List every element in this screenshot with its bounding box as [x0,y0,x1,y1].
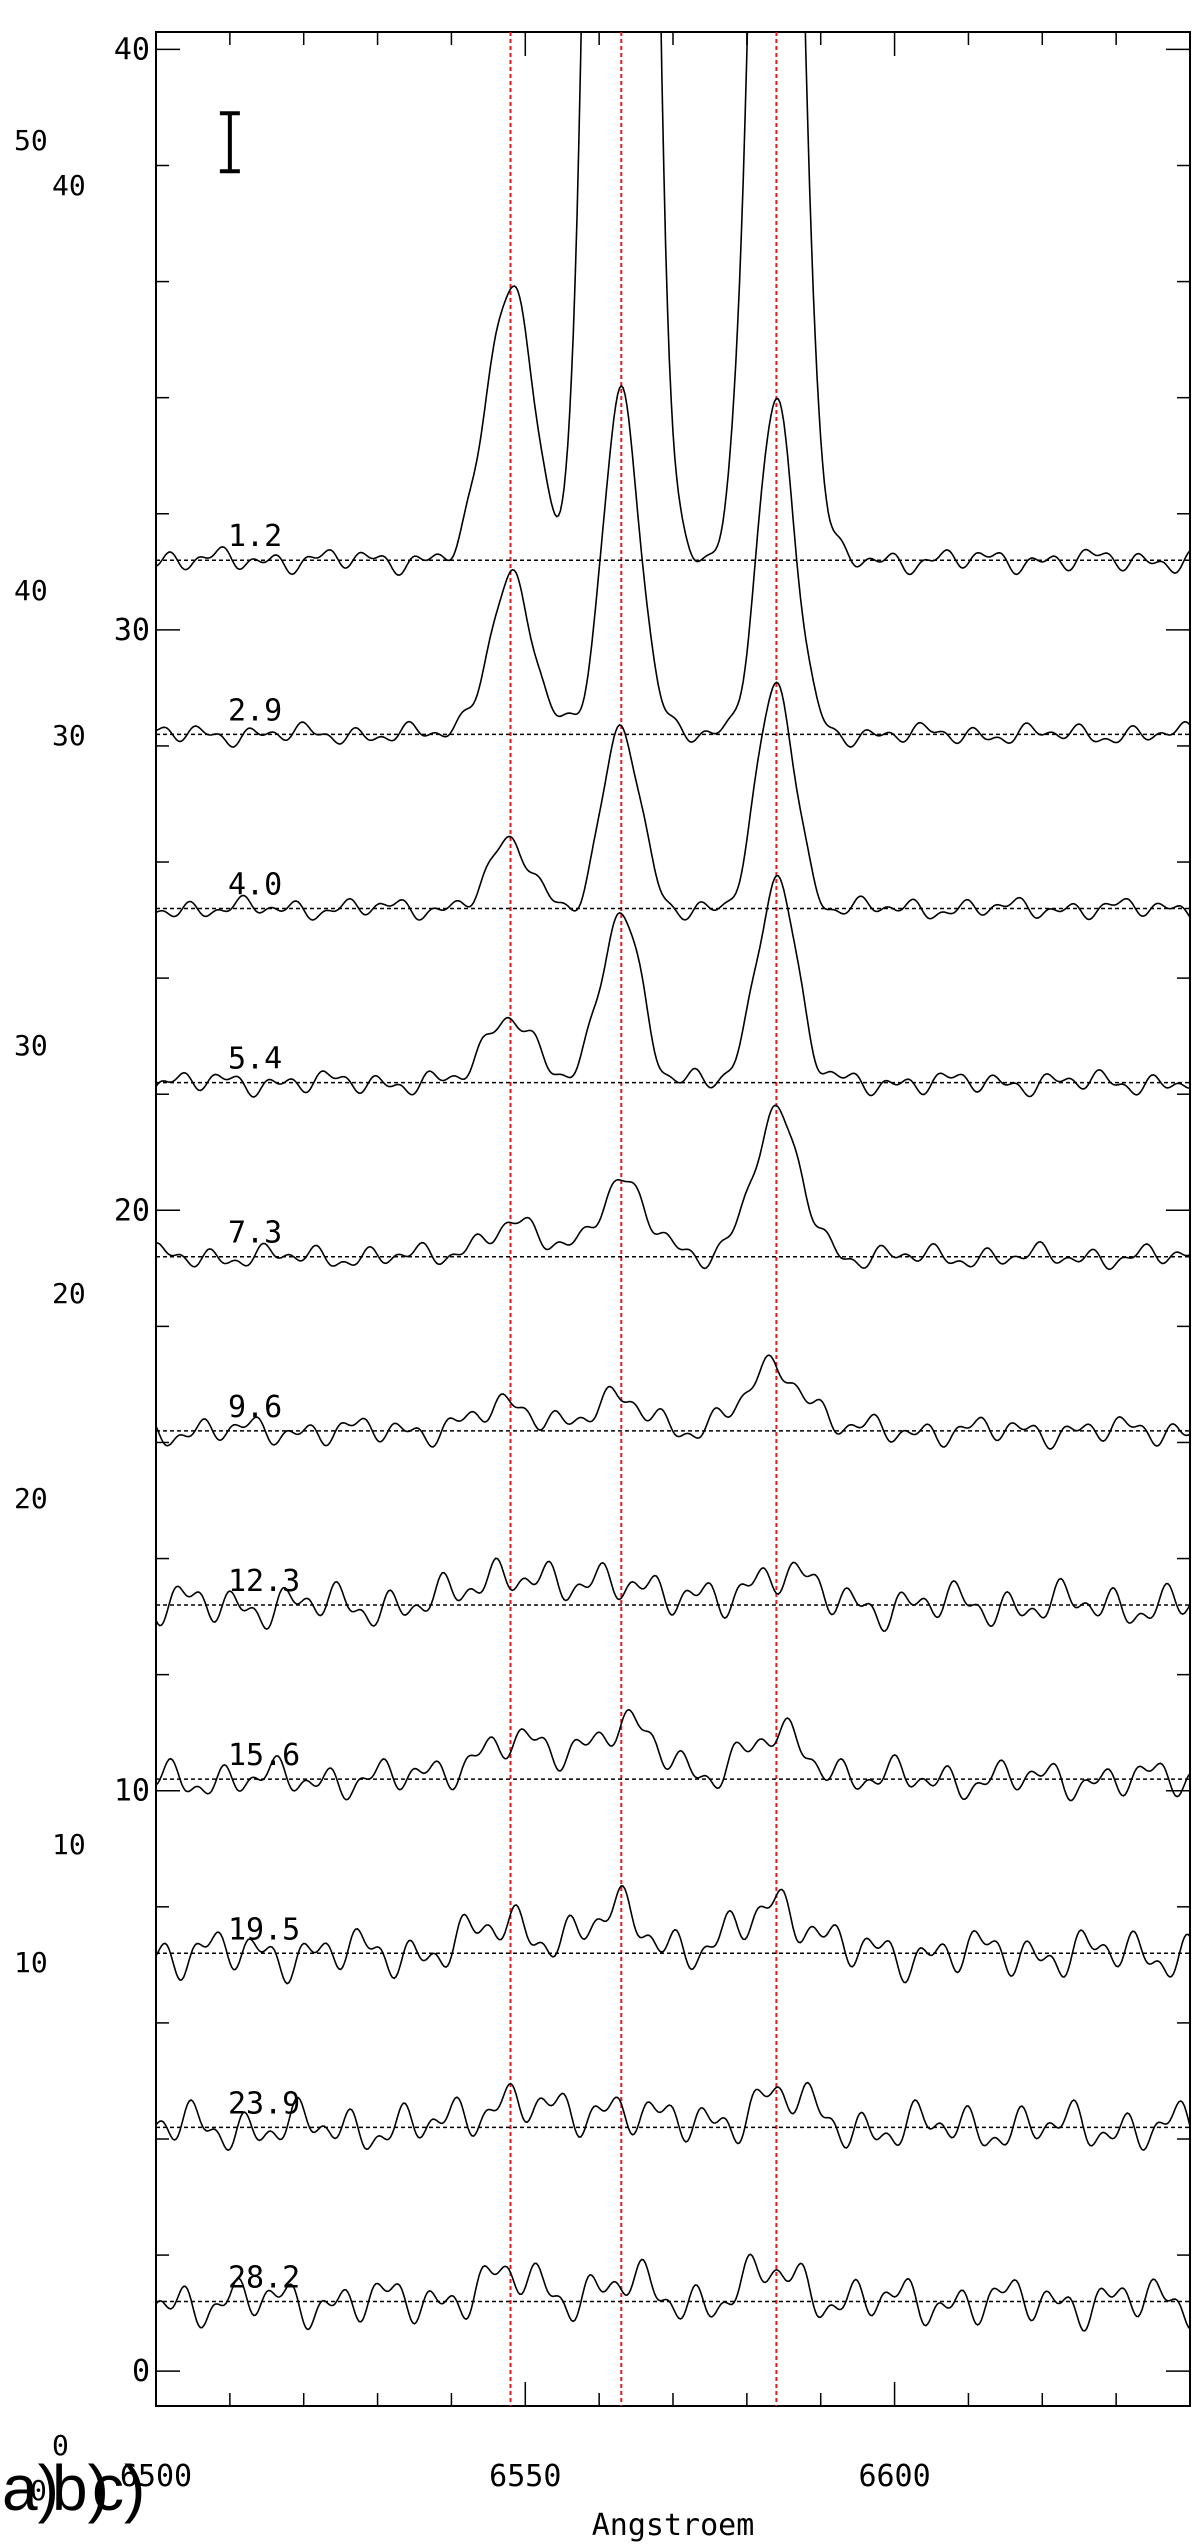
ghost-label: 20 [52,1277,86,1310]
ghost-label: 10 [14,1946,48,1979]
y-tick-label: 0 [132,2354,150,2389]
series-line [156,1708,1190,1802]
panel-label-b: b) [52,2452,109,2524]
series-line [156,2253,1190,2332]
panel-label-a: a) [2,2452,59,2524]
x-axis-label: Angstroem [592,2508,755,2543]
series-line [156,384,1190,748]
ghost-label: 30 [52,719,86,752]
tick-labels: 6500 6550 6600 0 10 20 30 40 [114,32,931,2494]
reference-lines [509,32,778,2406]
y-tick-label: 10 [114,1774,150,1809]
series-label: 15.6 [228,1738,300,1773]
series-line [156,32,1190,576]
y-tick-label: 20 [114,1193,150,1228]
series-line [156,1354,1190,1450]
ghost-label: 10 [52,1828,86,1861]
series-line [156,1557,1190,1632]
series-line [156,1885,1190,1985]
ghost-label: 40 [52,169,86,202]
series-line [156,874,1190,1098]
series-line [156,681,1190,921]
ghost-label: 0 [30,2474,47,2507]
series-label: 23.9 [228,2086,300,2121]
series-label: 19.5 [228,1912,300,1947]
series-line [156,2081,1190,2152]
series-label: 4.0 [228,867,282,902]
panel-label-c: c) [92,2452,145,2524]
ghost-label: 40 [14,574,48,607]
series-label: 28.2 [228,2261,300,2296]
series-label: 1.2 [228,519,282,554]
series-label: 9.6 [228,1390,282,1425]
ghost-label: 0 [52,2429,69,2462]
ghost-label: 30 [14,1029,48,1062]
x-tick-label: 6600 [858,2459,930,2494]
plot-frame [155,31,1191,2407]
y-tick-label: 40 [114,32,150,67]
error-bar [219,111,240,174]
x-tick-label: 6550 [489,2459,561,2494]
series-label: 2.9 [228,693,282,728]
ghost-label: 50 [14,124,48,157]
series-line [156,1104,1190,1271]
spectra-series: 1.22.94.05.47.39.612.315.619.523.928.2 [156,32,1190,2332]
x-tick-label: 6500 [120,2459,192,2494]
series-label: 7.3 [228,1216,282,1251]
y-tick-label: 30 [114,613,150,648]
ghost-label: 20 [14,1482,48,1515]
axis-ticks [155,32,1191,2406]
series-label: 5.4 [228,1042,282,1077]
